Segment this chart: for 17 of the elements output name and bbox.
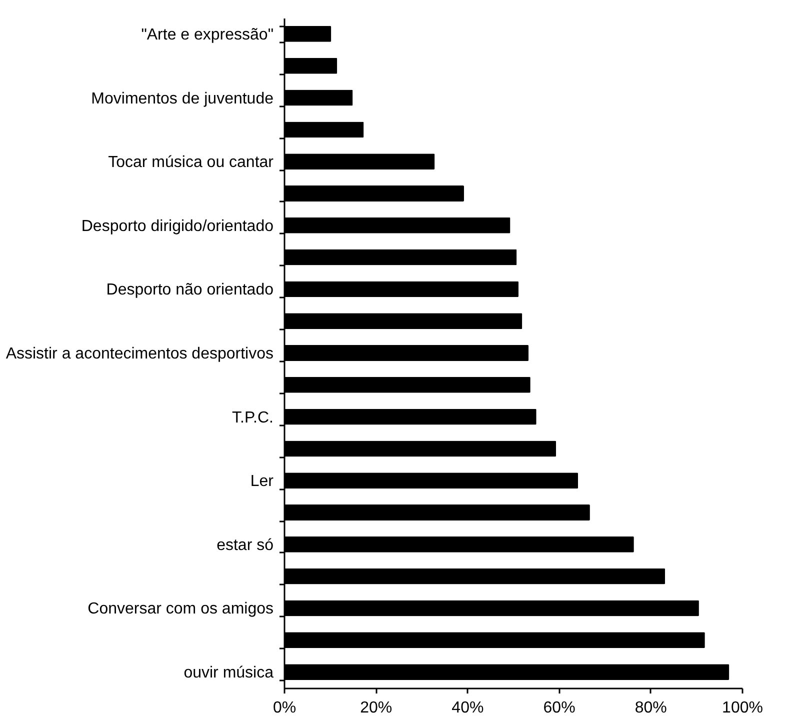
y-tick-label: estar só [216, 536, 274, 554]
y-tick-label: T.P.C. [232, 409, 274, 426]
x-tick-label: 100% [722, 700, 763, 716]
x-tick-label: 0% [272, 700, 296, 716]
y-tick-label: Ler [250, 473, 274, 490]
x-tick-label: 20% [360, 700, 392, 716]
y-tick-label: Conversar com os amigos [88, 600, 274, 618]
y-tick-label: Movimentos de juventude [91, 90, 274, 108]
y-tick-label: "Arte e expressão" [141, 26, 274, 44]
x-tick-label: 40% [452, 700, 484, 716]
y-tick-label: Desporto não orientado [106, 282, 274, 299]
x-tick-label: 80% [634, 700, 667, 716]
y-tick-label: ouvir música [184, 664, 274, 682]
y-tick-label: Assistir a acontecimentos desportivos [6, 346, 274, 362]
y-tick-label: Tocar música ou cantar [108, 154, 274, 172]
y-tick-label: Desporto dirigido/orientado [81, 218, 274, 235]
x-tick-label: 60% [543, 700, 576, 716]
